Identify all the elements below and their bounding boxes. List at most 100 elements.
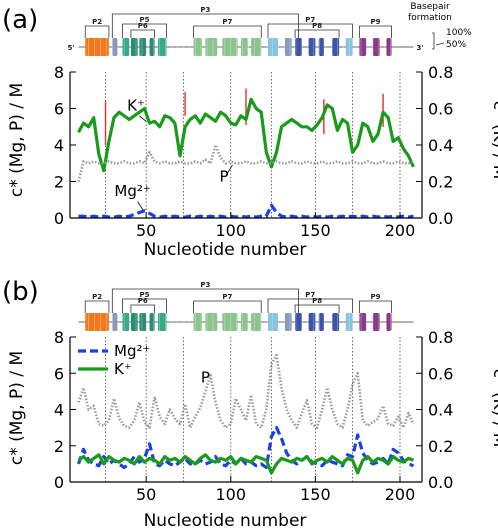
five-prime-end-label: 5': [67, 44, 74, 52]
helix-segment: [345, 38, 353, 56]
three-prime-end-label: 3': [417, 44, 424, 52]
panel-b-label: (b): [2, 277, 39, 307]
series-annotation: P: [201, 368, 210, 386]
helix-bracket: [294, 304, 340, 313]
series-mg-line: [78, 203, 414, 219]
legend-mg-label: Mg²⁺: [114, 342, 150, 360]
basepair-legend-bracket: [432, 32, 435, 50]
helix-segment: [149, 313, 155, 331]
y-axis-title-right-a: c* (K) / M: [489, 101, 498, 180]
helix-segment: [222, 313, 238, 331]
helix-label: P3: [200, 6, 210, 14]
helix-label: P9: [370, 18, 380, 26]
helix-segment: [332, 313, 340, 331]
helix-segment: [130, 38, 138, 56]
helix-segment: [359, 313, 367, 331]
x-tick-label: 200: [385, 221, 416, 240]
y-axis-title-left-a: c* (Mg, P) / M: [7, 83, 27, 197]
helix-bracket: [294, 29, 340, 38]
y-tick-label-right: 0.8: [428, 328, 453, 347]
annotation-leader: [139, 115, 147, 122]
x-axis-title-b: Nucleotide number: [144, 511, 307, 530]
x-tick-label: 100: [215, 485, 246, 504]
helix-segment: [318, 38, 324, 56]
plot-area-a: 50 100 150 200 0 2 4 6 8 0.0 0.2 0.4 0.6 0.8 K⁺ P Mg²⁺: [54, 63, 454, 240]
helix-segment: [332, 38, 340, 56]
helix-segment: [284, 313, 292, 331]
y-tick-label-right: 0.0: [428, 473, 453, 492]
basepair-legend-level-100: 100%: [446, 28, 472, 38]
y-tick-label-right: 0.8: [428, 63, 453, 82]
helix-segment: [122, 313, 130, 331]
helix-label: P8: [312, 297, 322, 305]
helix-bracket: [111, 13, 299, 38]
helix-bracket: [122, 298, 167, 313]
helix-segment: [308, 38, 316, 56]
helix-label: P2: [92, 18, 102, 26]
helix-label: P7: [222, 293, 232, 301]
helix-label: P3: [200, 281, 210, 289]
helix-segment: [130, 313, 138, 331]
x-axis-title-a: Nucleotide number: [144, 240, 307, 260]
x-tick-label: 50: [136, 221, 156, 240]
helix-segment: [193, 313, 202, 331]
helix-segment: [251, 38, 262, 56]
y-tick-label-right: 0.6: [428, 100, 453, 119]
helix-label: P7: [222, 18, 232, 26]
annotation-leader: [225, 164, 233, 177]
helix-segment: [85, 38, 109, 56]
helix-segment: [268, 313, 279, 331]
y-tick-label-left: 6: [54, 100, 64, 119]
y-tick-label-right: 0.0: [428, 209, 453, 228]
helix-segment: [193, 38, 202, 56]
helix-segment: [372, 38, 380, 56]
helix-segment: [85, 313, 109, 331]
helix-bracket: [193, 300, 262, 313]
basepair-legend-title-line1: Basepair: [410, 2, 450, 12]
helix-segment: [295, 38, 302, 56]
x-tick-label: 50: [136, 485, 156, 504]
helix-bracket: [193, 25, 262, 38]
helix-segment: [308, 313, 316, 331]
y-tick-label-left: 4: [54, 136, 64, 155]
helix-segment: [359, 38, 367, 56]
series-p-line: [77, 353, 415, 429]
helix-segment: [295, 313, 302, 331]
helix-bracket: [130, 29, 156, 38]
y-tick-label-right: 0.2: [428, 437, 453, 456]
helix-bracket: [358, 300, 392, 313]
helix-bracket: [111, 288, 299, 313]
y-axis-title-left-b: c* (Mg, P) / M: [7, 351, 27, 465]
helix-bracket: [122, 23, 167, 38]
basepair-legend: Basepair formation 100% 50%: [408, 2, 472, 50]
helix-segment: [158, 313, 167, 331]
legend-k-label: K⁺: [114, 360, 132, 378]
y-tick-label-left: 6: [54, 364, 64, 383]
x-tick-label: 150: [300, 485, 331, 504]
helix-segment: [112, 313, 118, 331]
helix-label: P6: [138, 297, 148, 305]
basepair-legend-tick: [435, 42, 445, 46]
helix-segment: [284, 38, 292, 56]
helix-segment: [122, 38, 130, 56]
helix-segment: [240, 313, 248, 331]
series-p-line: [77, 143, 414, 182]
basepair-legend-title-line2: formation: [408, 13, 452, 23]
helix-label: P8: [312, 22, 322, 30]
x-tick-label: 100: [215, 221, 246, 240]
helix-segment: [240, 38, 248, 56]
helix-segment: [158, 38, 167, 56]
y-tick-label-left: 2: [54, 437, 64, 456]
series-mg-line: [76, 426, 415, 470]
helix-segment: [205, 38, 218, 56]
helix-segment: [268, 38, 279, 56]
helix-segment: [251, 313, 262, 331]
basepair-legend-level-50: 50%: [446, 40, 466, 50]
helix-segment: [139, 313, 147, 331]
helix-bracket: [84, 25, 110, 38]
